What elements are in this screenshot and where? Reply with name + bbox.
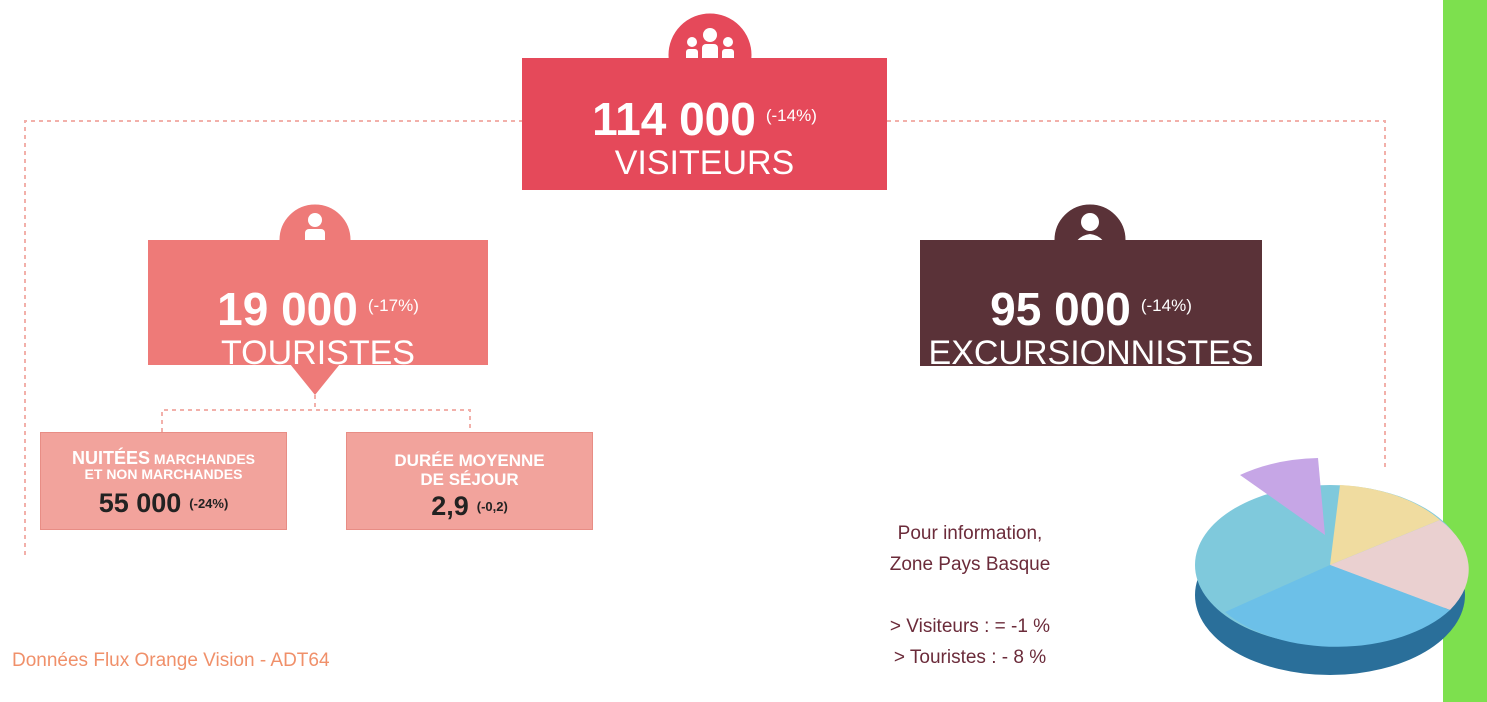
page: 114 000 (-14%) VISITEURS 19 000 (-17%) TOU…: [0, 0, 1487, 702]
number: 95 000: [990, 283, 1131, 335]
note-line: > Touristes : - 8 %: [820, 642, 1120, 673]
note: Pour information, Zone Pays Basque > Vis…: [820, 518, 1120, 673]
change: (-17%): [368, 296, 419, 315]
source: Données Flux Orange Vision - ADT64: [12, 650, 330, 672]
pie-decoration: [1195, 458, 1469, 675]
label: TOURISTES: [148, 336, 488, 370]
number: 114 000: [592, 93, 756, 145]
change: (-14%): [1141, 296, 1192, 315]
number: 2,9: [431, 491, 469, 521]
stay-box: DURÉE MOYENNE DE SÉJOUR 2,9 (-0,2): [346, 432, 593, 530]
note-line: Pour information,: [820, 518, 1120, 549]
note-line: > Visiteurs : = -1 %: [820, 611, 1120, 642]
change: (-24%): [189, 496, 228, 511]
title: NUITÉES: [72, 448, 150, 468]
nights-box: NUITÉES MARCHANDES ET NON MARCHANDES 55 …: [40, 432, 287, 530]
title: DE SÉJOUR: [347, 470, 592, 489]
label: EXCURSIONNISTES: [920, 336, 1262, 370]
change: (-14%): [766, 106, 817, 125]
title: DURÉE MOYENNE: [347, 451, 592, 470]
label: VISITEURS: [522, 146, 887, 180]
excursionists-box: 95 000(-14%) EXCURSIONNISTES: [920, 240, 1262, 366]
number: 19 000: [217, 283, 358, 335]
change: (-0,2): [477, 499, 508, 514]
tourists-box: 19 000(-17%) TOURISTES: [148, 240, 488, 365]
note-line: Zone Pays Basque: [820, 549, 1120, 580]
number: 55 000: [99, 488, 182, 518]
visitors-box: 114 000 (-14%) VISITEURS: [522, 58, 887, 190]
title: ET NON MARCHANDES: [41, 467, 286, 482]
title: MARCHANDES: [154, 451, 255, 467]
